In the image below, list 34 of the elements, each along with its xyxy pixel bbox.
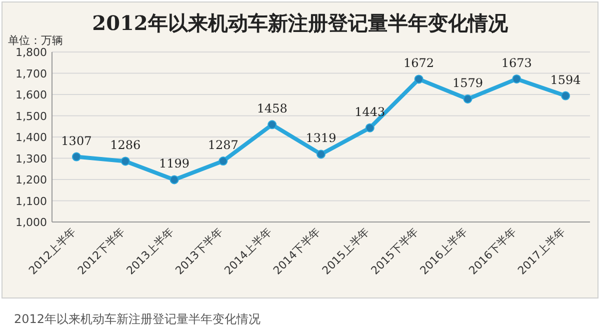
- text: 单位：万辆: [8, 34, 63, 47]
- point: [463, 94, 472, 104]
- point: [414, 74, 424, 84]
- data-label: 1579: [452, 76, 483, 90]
- data-label: 1458: [256, 102, 288, 116]
- y-tick-label: 1,600: [16, 88, 47, 102]
- data-label: 1594: [550, 72, 582, 87]
- point: [72, 152, 81, 162]
- data-label: 1319: [306, 131, 336, 146]
- data-label: 1286: [110, 138, 141, 152]
- data-label: 1307: [61, 134, 92, 148]
- y-tick-label: 1,100: [16, 194, 47, 208]
- data-label: 1199: [159, 156, 190, 171]
- point: [170, 175, 179, 184]
- point: [561, 91, 570, 100]
- point: [365, 123, 374, 132]
- y-tick-label: 1,500: [16, 110, 47, 123]
- y-tick-label: 1,700: [16, 67, 47, 80]
- point: [218, 156, 228, 166]
- y-tick-label: 1,300: [16, 152, 47, 166]
- point: [512, 74, 522, 84]
- y-tick-label: 1,000: [16, 216, 47, 229]
- chart-title: 2012年以来机动车新注册登记量半年变化情况: [92, 11, 509, 35]
- point: [120, 156, 130, 166]
- data-label: 1673: [501, 56, 532, 70]
- data-label: 1672: [404, 56, 434, 70]
- y-tick-label: 1,400: [16, 131, 47, 144]
- text: 2012年以来机动车新注册登记量半年变化情况: [14, 312, 261, 326]
- point: [316, 150, 326, 159]
- y-tick-label: 1,200: [16, 174, 47, 186]
- point: [268, 120, 277, 130]
- y-tick-label: 1,800: [16, 46, 47, 59]
- data-label: 1287: [208, 138, 238, 152]
- data-label: 1443: [354, 104, 386, 119]
